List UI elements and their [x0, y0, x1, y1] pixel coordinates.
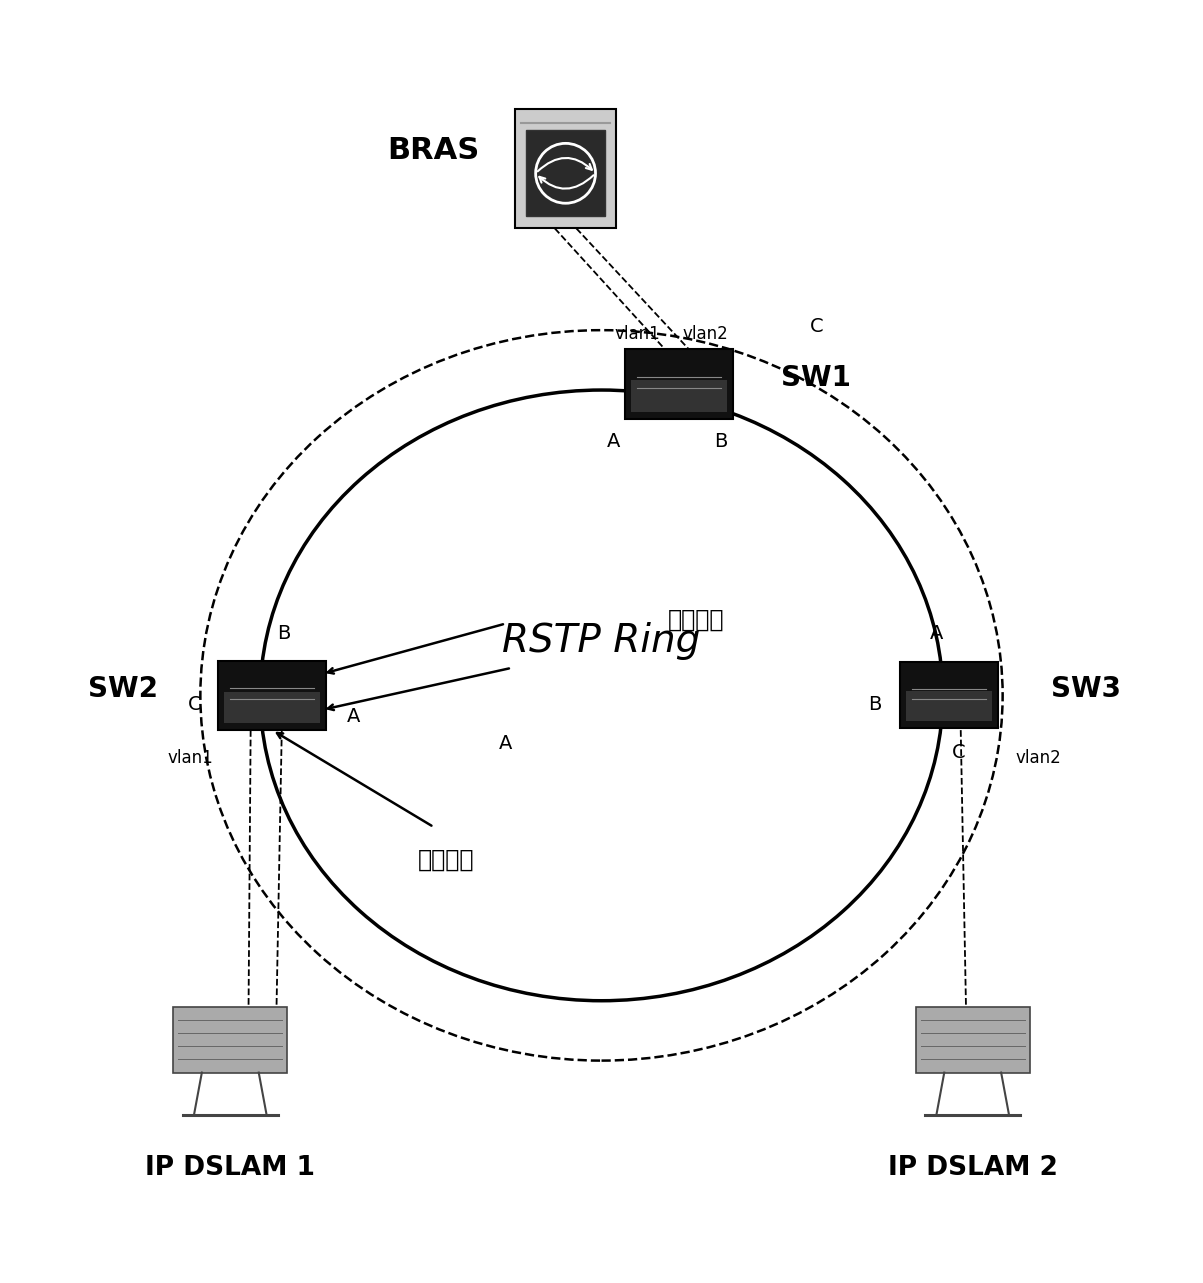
Text: vlan2: vlan2: [683, 325, 729, 343]
Text: B: B: [867, 695, 882, 715]
Text: A: A: [606, 432, 621, 452]
FancyBboxPatch shape: [906, 692, 991, 721]
FancyBboxPatch shape: [626, 349, 733, 418]
FancyBboxPatch shape: [632, 380, 728, 412]
FancyBboxPatch shape: [224, 692, 320, 722]
Text: vlan1: vlan1: [615, 325, 660, 343]
Text: 组网端口: 组网端口: [668, 608, 724, 633]
Text: A: A: [930, 624, 943, 643]
Text: vlan1: vlan1: [168, 749, 214, 767]
Text: vlan2: vlan2: [1015, 749, 1061, 767]
Text: A: A: [499, 734, 512, 753]
Text: SW2: SW2: [89, 675, 159, 703]
FancyBboxPatch shape: [173, 1007, 288, 1073]
Text: RSTP Ring: RSTP Ring: [503, 622, 700, 661]
Text: B: B: [278, 624, 291, 643]
Text: C: C: [188, 695, 201, 715]
Text: A: A: [346, 707, 361, 726]
Text: C: C: [952, 743, 965, 762]
Text: C: C: [811, 317, 824, 336]
Text: 用户端口: 用户端口: [417, 848, 474, 871]
Text: BRAS: BRAS: [387, 136, 480, 166]
Text: IP DSLAM 2: IP DSLAM 2: [888, 1156, 1057, 1182]
Text: IP DSLAM 1: IP DSLAM 1: [146, 1156, 315, 1182]
Text: SW3: SW3: [1050, 675, 1120, 703]
FancyBboxPatch shape: [218, 661, 326, 730]
Text: SW1: SW1: [781, 364, 851, 393]
FancyBboxPatch shape: [526, 130, 605, 217]
FancyBboxPatch shape: [915, 1007, 1030, 1073]
FancyBboxPatch shape: [900, 662, 997, 729]
FancyBboxPatch shape: [515, 109, 616, 228]
Text: B: B: [715, 432, 728, 452]
